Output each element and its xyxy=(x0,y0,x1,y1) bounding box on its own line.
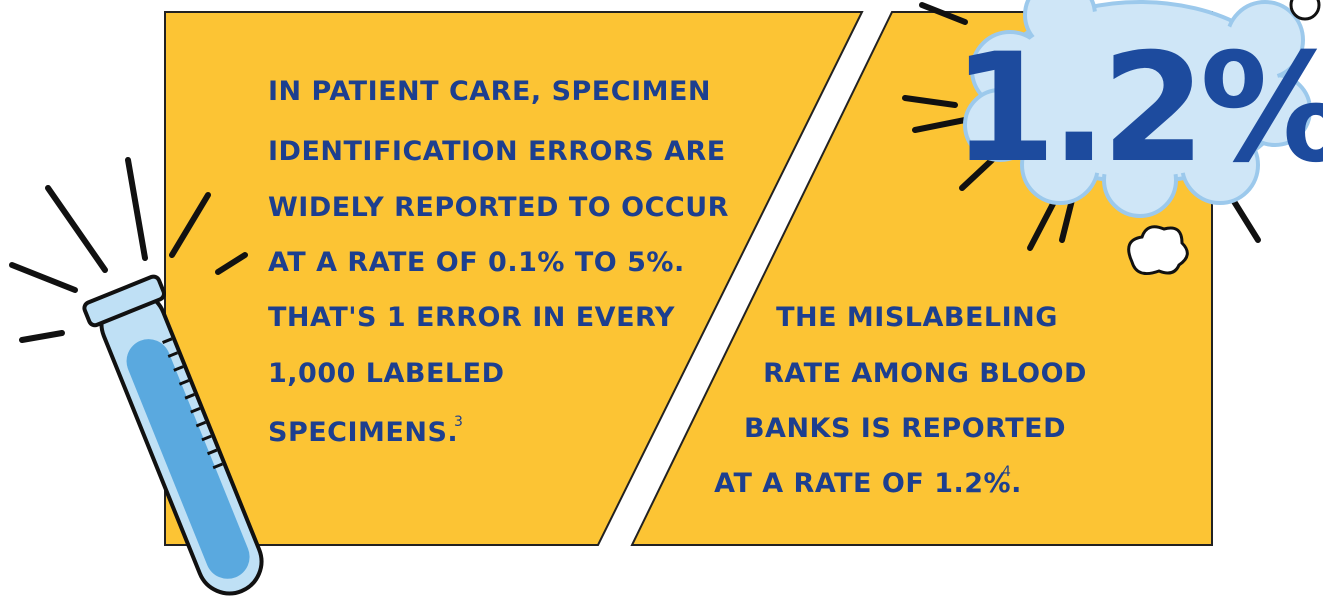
test-tube xyxy=(82,274,264,596)
cloud xyxy=(963,0,1312,218)
burst-line xyxy=(919,2,968,25)
left-text: IN PATIENT CARE, SPECIMEN IDENTIFICATION… xyxy=(268,76,729,448)
burst-line xyxy=(1027,197,1058,251)
tube-scale xyxy=(162,337,223,470)
burst-line xyxy=(912,117,968,133)
text-line: IDENTIFICATION ERRORS ARE xyxy=(268,136,726,167)
text-line: BANKS IS REPORTED xyxy=(744,413,1066,444)
tube-rim xyxy=(82,274,166,328)
text-line: IN PATIENT CARE, SPECIMEN xyxy=(268,76,711,107)
text-line: AT A RATE OF 1.2%. xyxy=(714,468,1022,499)
burst-line xyxy=(45,185,108,273)
text-line: SPECIMENS. xyxy=(268,417,458,448)
stat: 1.2% xyxy=(952,22,1323,196)
small-cloud xyxy=(1127,225,1189,275)
text-line: WIDELY REPORTED TO OCCUR xyxy=(268,192,729,223)
burst-line xyxy=(902,95,958,108)
cloud-fill xyxy=(1000,7,1280,177)
burst-line xyxy=(1059,197,1075,243)
text-line: AT A RATE OF 0.1% TO 5%. xyxy=(268,247,685,278)
right-text: THE MISLABELING RATE AMONG BLOOD BANKS I… xyxy=(714,302,1087,499)
text-line: THAT'S 1 ERROR IN EVERY xyxy=(268,302,675,333)
burst-line xyxy=(169,192,211,258)
tube-liquid xyxy=(126,339,250,579)
burst-line xyxy=(9,262,78,293)
footnote: 4 xyxy=(1002,464,1011,480)
footnote: 3 xyxy=(454,414,463,430)
burst-line xyxy=(1227,192,1261,243)
burst-line xyxy=(125,157,148,261)
burst-lines xyxy=(9,2,1261,343)
text-line: RATE AMONG BLOOD xyxy=(763,358,1087,389)
burst-line xyxy=(19,330,65,343)
burst-line xyxy=(959,157,995,191)
text-line: THE MISLABELING xyxy=(776,302,1058,333)
small-cloud xyxy=(1289,0,1321,21)
text-line: 1,000 LABELED xyxy=(268,358,505,389)
burst-line xyxy=(215,252,248,275)
